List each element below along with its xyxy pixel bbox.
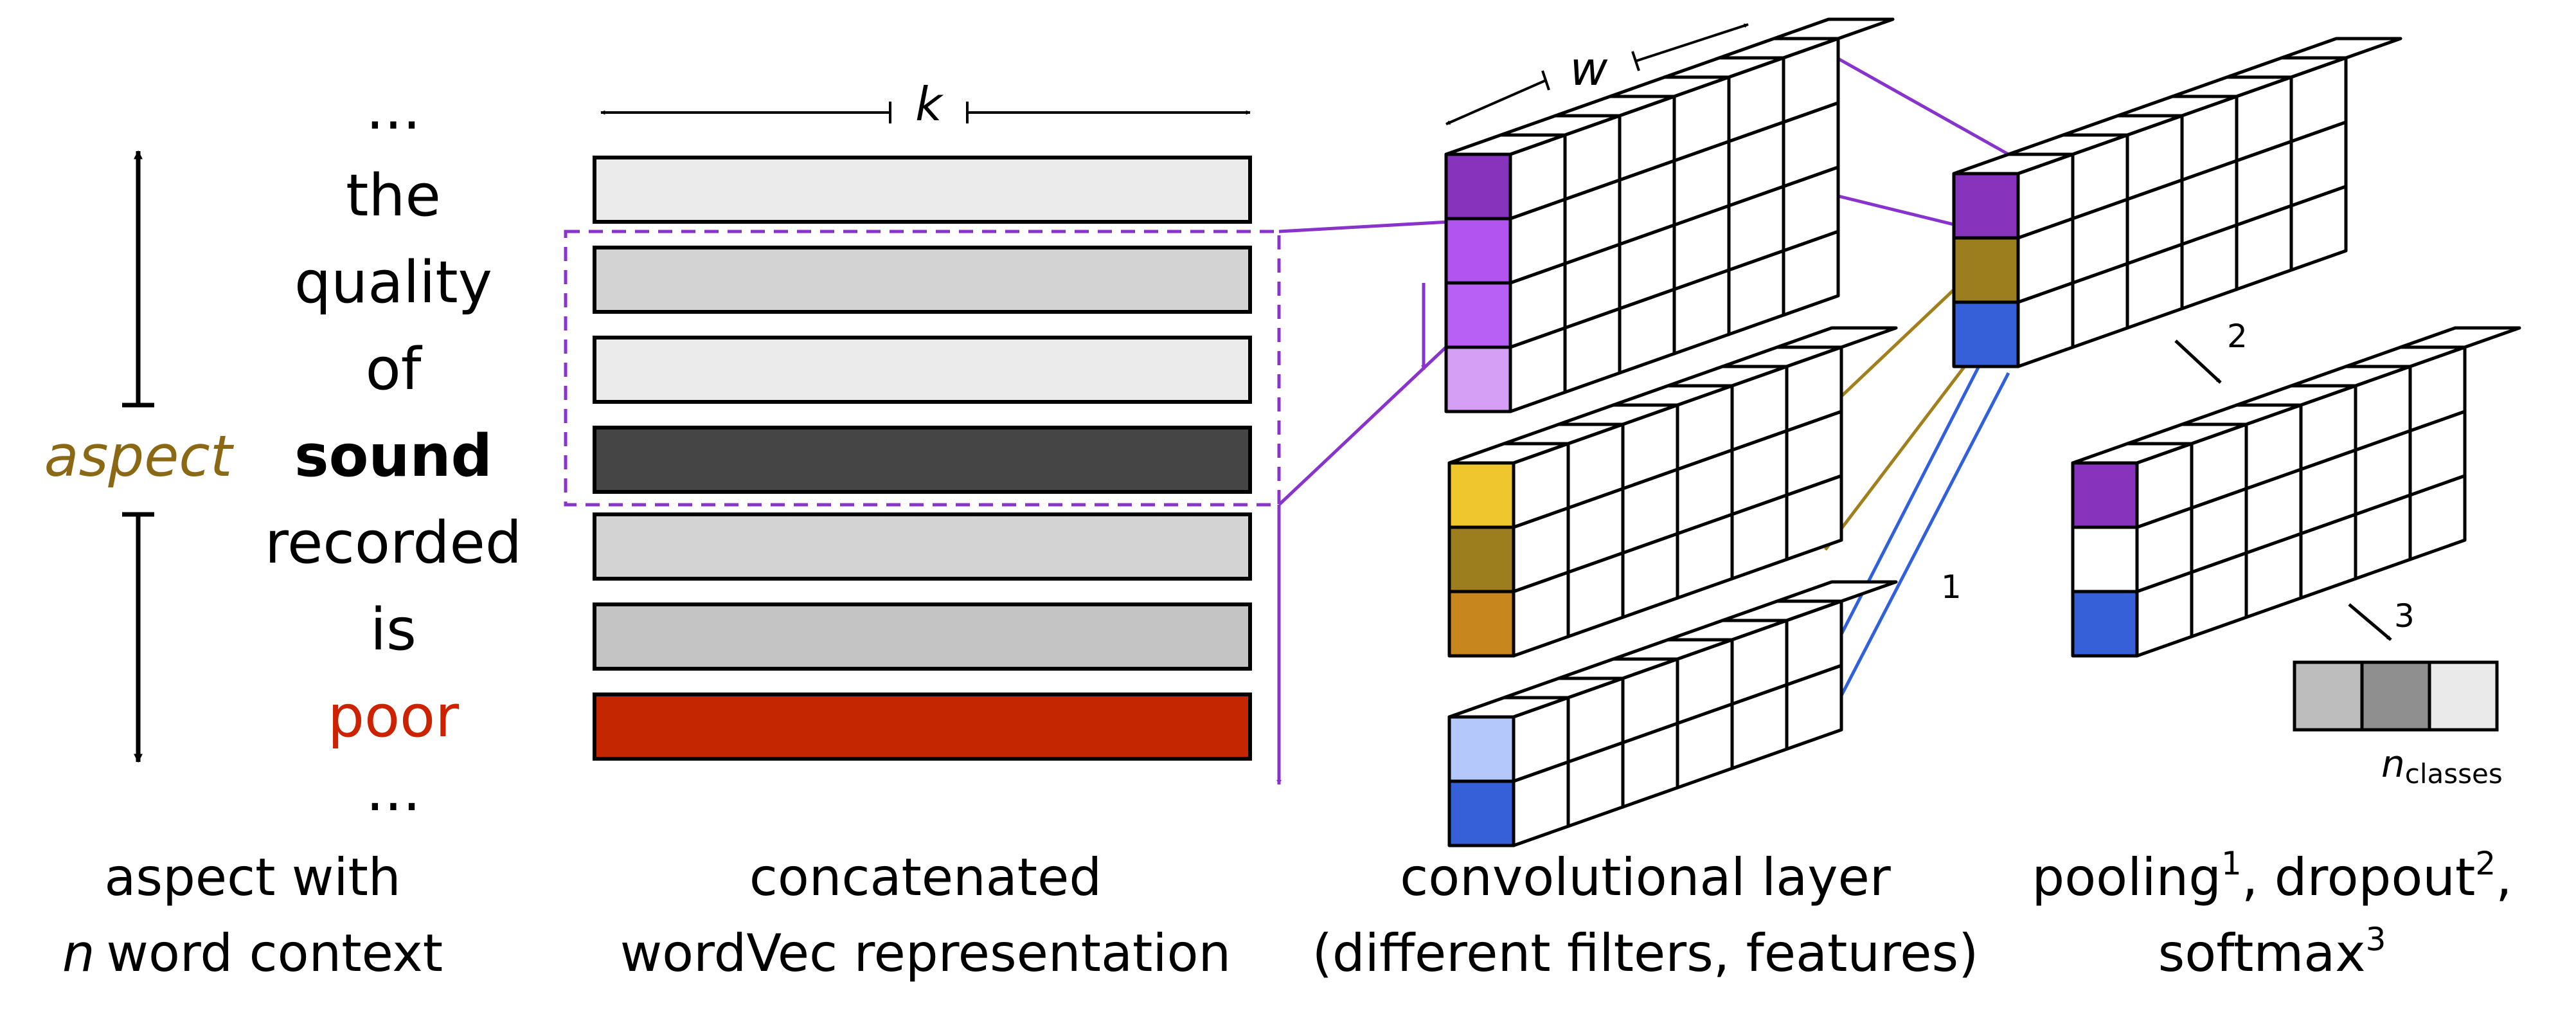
caption-col4-line1: pooling1, dropout2, <box>2032 845 2512 907</box>
word-vector-bar <box>593 336 1252 404</box>
pooled-maps <box>1952 37 2521 658</box>
caption-sup2: 2 <box>2475 845 2496 882</box>
pooling-step-label: 1 <box>1941 568 1962 606</box>
caption-col4-line2: softmax3 <box>2158 921 2386 983</box>
grid-front-cell <box>2071 525 2139 593</box>
caption-comma: , <box>2496 847 2512 907</box>
ellipsis-bottom: ... <box>366 757 421 824</box>
caption-dropout: , dropout <box>2242 847 2476 907</box>
grid-top-cell <box>1772 17 1895 41</box>
n-classes-sub: classes <box>2405 758 2503 790</box>
grid-front-cell <box>1447 715 1516 783</box>
word-recorded: recorded <box>265 509 522 577</box>
word-vector-bar-sentiment <box>593 693 1252 761</box>
grid-front-cell <box>2071 461 2139 529</box>
caption-col1-rest: word context <box>107 923 443 983</box>
grid-front-cell <box>1952 300 2020 368</box>
grid-front-cell <box>1444 345 1512 413</box>
w-arrow-right <box>1635 23 1749 62</box>
pooled-map <box>1952 37 2402 368</box>
w-arrow-left <box>1445 79 1546 125</box>
grid-front-cell <box>1444 281 1512 349</box>
grid-front-cell <box>2071 590 2139 658</box>
word-is: is <box>370 596 416 664</box>
purple-map-to-pool-line <box>1824 50 2010 156</box>
w-arrow-cap-right <box>1631 51 1640 71</box>
softmax-arrow <box>2348 603 2392 641</box>
caption-softmax: softmax <box>2158 923 2366 983</box>
dropout-map <box>2071 326 2521 658</box>
grid-cell <box>1782 230 1840 317</box>
word-sound: sound <box>294 422 492 490</box>
feature-map-gold <box>1447 326 1898 658</box>
word-vector-bar <box>593 512 1252 581</box>
caption-col2-line2: wordVec representation <box>620 923 1231 983</box>
grid-front-cell <box>1447 779 1516 847</box>
filter-window <box>564 230 1281 507</box>
grid-cell <box>2289 185 2348 272</box>
grid-front-cell <box>1447 590 1516 658</box>
grid-top-cell <box>2280 37 2402 60</box>
grid-cell <box>1785 474 1843 561</box>
softmax-step-label: 3 <box>2394 597 2415 635</box>
feature-map-stack <box>1444 17 1898 847</box>
aspect-indicator: aspect <box>44 150 235 763</box>
wordvec-column: k <box>564 77 1282 785</box>
grid-top-cell <box>2399 326 2521 349</box>
word-vector-bar <box>593 156 1252 224</box>
word-quality: quality <box>294 249 492 316</box>
caption-col3-line2: (different filters, features) <box>1312 923 1979 983</box>
feature-map-blue <box>1447 580 1898 847</box>
grid-front-cell <box>1952 172 2020 240</box>
word-vector-bar <box>593 246 1252 314</box>
word-vector-bar <box>593 602 1252 671</box>
captions: aspect with n word context concatenated w… <box>62 845 2512 983</box>
caption-sup1: 1 <box>2221 845 2242 882</box>
caption-col1-n: n <box>62 923 95 983</box>
grid-front-cell <box>1444 217 1512 285</box>
dropout-step-label: 2 <box>2227 318 2248 355</box>
grid-cell <box>1785 664 1843 751</box>
conv-layer: w 1 <box>1278 17 2010 847</box>
word-vector-bar-aspect <box>593 426 1252 494</box>
class-cell <box>2293 660 2364 732</box>
class-cell <box>2428 660 2499 732</box>
grid-front-cell <box>1444 152 1512 221</box>
w-arrow-cap-left <box>1541 70 1550 91</box>
caption-sup3: 3 <box>2366 921 2386 958</box>
ellipsis-top: ... <box>366 75 421 143</box>
caption-col1-line1: aspect with <box>104 847 400 907</box>
caption-col1-line2: n word context <box>62 923 443 983</box>
blue-map-to-pool-line <box>1823 372 2010 728</box>
caption-pooling: pooling <box>2032 847 2221 907</box>
w-label: w <box>1570 42 1608 96</box>
n-classes-n: n <box>2381 742 2405 786</box>
grid-front-cell <box>1447 461 1516 529</box>
filter-connections <box>1278 50 2010 728</box>
grid-front-cell <box>1447 525 1516 593</box>
grid-front-cell <box>1952 236 2020 304</box>
grid-top-cell <box>1775 326 1898 349</box>
n-classes-label: nclasses <box>2381 742 2503 790</box>
class-cell <box>2360 660 2431 732</box>
word-the: the <box>346 162 441 230</box>
output-stage: 2 3 nclasses <box>1952 37 2521 790</box>
word-of: of <box>366 336 423 403</box>
k-label: k <box>915 77 944 131</box>
window-to-filter-line <box>1278 220 1450 233</box>
word-poor: poor <box>328 683 459 750</box>
window-to-filter-line <box>1278 343 1451 506</box>
feature-map-purple <box>1444 17 1895 413</box>
dropout-arrow <box>2174 339 2222 384</box>
word-context-column: ... the quality of sound recorded is poo… <box>265 75 522 824</box>
caption-col3-line1: convolutional layer <box>1400 847 1891 907</box>
grid-cell <box>2408 474 2467 561</box>
caption-col2-line1: concatenated <box>749 847 1102 907</box>
aspect-label: aspect <box>44 423 235 489</box>
grid-top-cell <box>1775 580 1898 603</box>
